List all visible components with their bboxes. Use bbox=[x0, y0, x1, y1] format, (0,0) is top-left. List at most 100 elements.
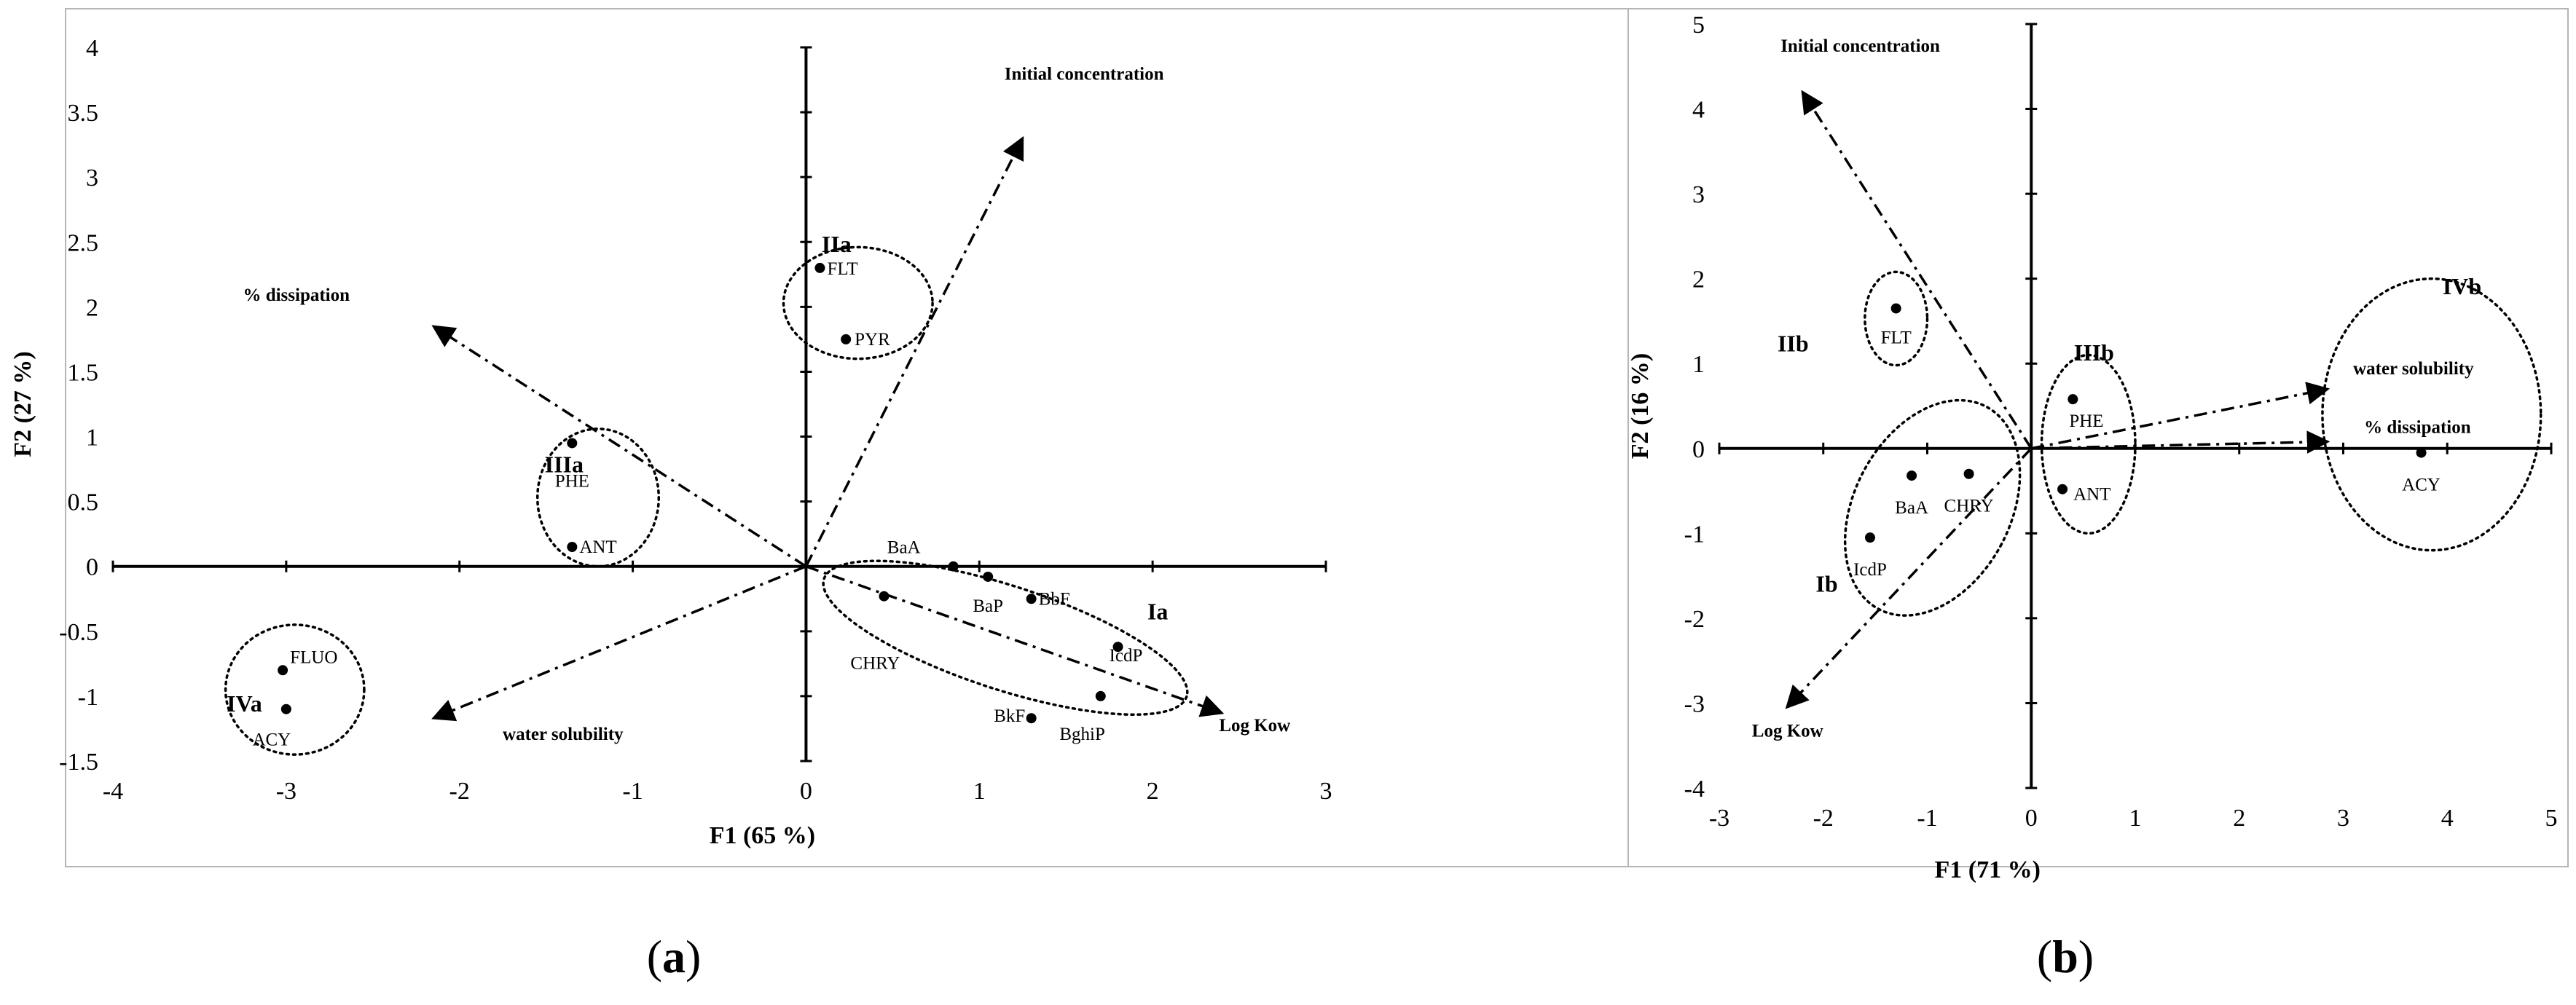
y-tick-label: -0.5 bbox=[59, 619, 98, 646]
x-tick-label: 2 bbox=[2233, 805, 2245, 832]
data-point-acy bbox=[2416, 447, 2427, 458]
y-tick-label: 2 bbox=[1692, 267, 1705, 293]
x-tick-label: -3 bbox=[276, 778, 297, 805]
y-tick-label: 1 bbox=[1692, 351, 1705, 378]
loading-arrow-initial-concentration bbox=[1801, 90, 2033, 449]
y-tick-label: 2.5 bbox=[68, 229, 99, 256]
caption-letter: b bbox=[2052, 931, 2078, 982]
variable-label-pct-dissipation: % dissipation bbox=[243, 285, 350, 305]
group-ellipse-iia bbox=[782, 245, 934, 360]
group-ellipse-ib bbox=[1843, 398, 2022, 617]
data-point-ant bbox=[2057, 484, 2068, 494]
y-tick-label: 4 bbox=[1692, 97, 1705, 124]
caption-open-paren: ( bbox=[2037, 931, 2052, 982]
x-tick-label: -1 bbox=[622, 778, 643, 805]
data-point-icdp bbox=[1112, 642, 1123, 653]
y-tick-label: 4 bbox=[86, 35, 98, 62]
data-point-phe bbox=[567, 438, 578, 449]
data-point-ant bbox=[567, 542, 578, 552]
variable-label-initial-concentration: Initial concentration bbox=[1005, 65, 1164, 84]
point-label-bkf: BkF bbox=[994, 706, 1025, 726]
data-point-fluo bbox=[278, 665, 288, 676]
caption-letter: a bbox=[662, 931, 686, 982]
group-ellipse-ia bbox=[822, 559, 1189, 716]
y-tick-label: 3.5 bbox=[68, 100, 99, 127]
loading-arrow-log-kow bbox=[1785, 447, 2033, 709]
y-tick-label: 1.5 bbox=[68, 359, 99, 386]
x-tick-label: 0 bbox=[2025, 805, 2038, 832]
group-label-iva: IVa bbox=[227, 690, 262, 717]
group-label-iiib: IIIb bbox=[2074, 339, 2114, 366]
y-axis-title: F2 (27 %) bbox=[9, 351, 36, 457]
data-point-pyr bbox=[841, 334, 852, 344]
caption-open-paren: ( bbox=[647, 931, 662, 982]
x-tick-label: 1 bbox=[2129, 805, 2142, 832]
y-tick-label: -3 bbox=[1684, 690, 1705, 717]
chart-frame bbox=[65, 8, 1633, 867]
x-tick-label: -2 bbox=[1813, 805, 1834, 832]
x-tick-label: 3 bbox=[1320, 778, 1332, 805]
point-label-chry: CHRY bbox=[850, 654, 900, 674]
x-tick-label: 0 bbox=[800, 778, 812, 805]
data-point-icdp bbox=[1864, 532, 1875, 543]
data-point-acy bbox=[280, 704, 291, 714]
y-tick-label: -2 bbox=[1684, 606, 1705, 633]
x-tick-label: 3 bbox=[2337, 805, 2349, 832]
variable-label-log-kow: Log Kow bbox=[1752, 721, 1823, 741]
caption-close-paren: ) bbox=[2078, 931, 2094, 982]
point-label-acy: ACY bbox=[2402, 476, 2440, 495]
y-tick-label: -4 bbox=[1684, 776, 1705, 803]
group-label-ivb: IVb bbox=[2443, 273, 2481, 299]
data-point-bkf bbox=[1095, 690, 1106, 701]
y-tick-label: 0 bbox=[86, 554, 98, 581]
data-point-flt bbox=[814, 262, 825, 273]
data-point-bap bbox=[983, 571, 994, 582]
point-label-baa: BaA bbox=[887, 538, 921, 558]
y-tick-label: 5 bbox=[1692, 12, 1705, 39]
loading-arrow-pct-dissipation bbox=[2031, 430, 2330, 454]
point-label-bap: BaP bbox=[973, 596, 1003, 616]
point-label-baa: BaA bbox=[1895, 498, 1928, 518]
point-label-bbf: BbF bbox=[1039, 589, 1070, 609]
data-point-baa bbox=[1907, 470, 1917, 481]
caption-close-paren: ) bbox=[686, 931, 701, 982]
data-point-bghip bbox=[1026, 713, 1037, 724]
point-label-phe: PHE bbox=[2069, 411, 2103, 431]
loading-arrow-pct-dissipation bbox=[431, 325, 807, 568]
x-tick-label: -1 bbox=[1917, 805, 1937, 832]
group-ellipse-ivb bbox=[2321, 277, 2542, 552]
group-ellipse-iva bbox=[224, 623, 366, 756]
x-tick-label: 2 bbox=[1147, 778, 1159, 805]
data-point-flt bbox=[1890, 303, 1901, 314]
panel-caption: (a) bbox=[647, 931, 702, 982]
point-label-acy: ACY bbox=[252, 730, 291, 750]
data-point-chry bbox=[879, 591, 890, 602]
point-label-icdp: IcdP bbox=[1110, 646, 1143, 666]
variable-label-pct-dissipation: % dissipation bbox=[2364, 417, 2471, 437]
y-axis-title: F2 (16 %) bbox=[1627, 353, 1654, 459]
point-label-fluo: FLUO bbox=[290, 647, 337, 667]
point-label-pyr: PYR bbox=[855, 330, 890, 350]
group-ellipse-iiia bbox=[536, 427, 660, 568]
y-tick-label: -1.5 bbox=[59, 749, 98, 776]
x-tick-label: -2 bbox=[449, 778, 470, 805]
data-point-chry bbox=[1963, 468, 1974, 479]
x-tick-label: -4 bbox=[103, 778, 123, 805]
y-tick-label: 2 bbox=[86, 294, 98, 321]
data-point-bbf bbox=[1026, 594, 1037, 604]
group-label-iib: IIb bbox=[1778, 330, 1809, 356]
variable-label-log-kow: Log Kow bbox=[1219, 716, 1290, 736]
loading-arrow-water-solubility bbox=[2030, 382, 2330, 450]
y-tick-label: -1 bbox=[78, 684, 98, 711]
point-label-chry: CHRY bbox=[1944, 497, 1994, 516]
x-axis-title: F1 (71 %) bbox=[1935, 856, 2041, 883]
chart-frame bbox=[1627, 8, 2569, 867]
variable-label-initial-concentration: Initial concentration bbox=[1780, 36, 1940, 56]
y-tick-label: 1 bbox=[86, 425, 98, 452]
y-tick-label: 3 bbox=[1692, 181, 1705, 208]
point-label-bghip: BghiP bbox=[1059, 725, 1105, 744]
y-tick-label: 0.5 bbox=[68, 489, 99, 516]
loading-arrow-water-solubility bbox=[431, 565, 807, 722]
